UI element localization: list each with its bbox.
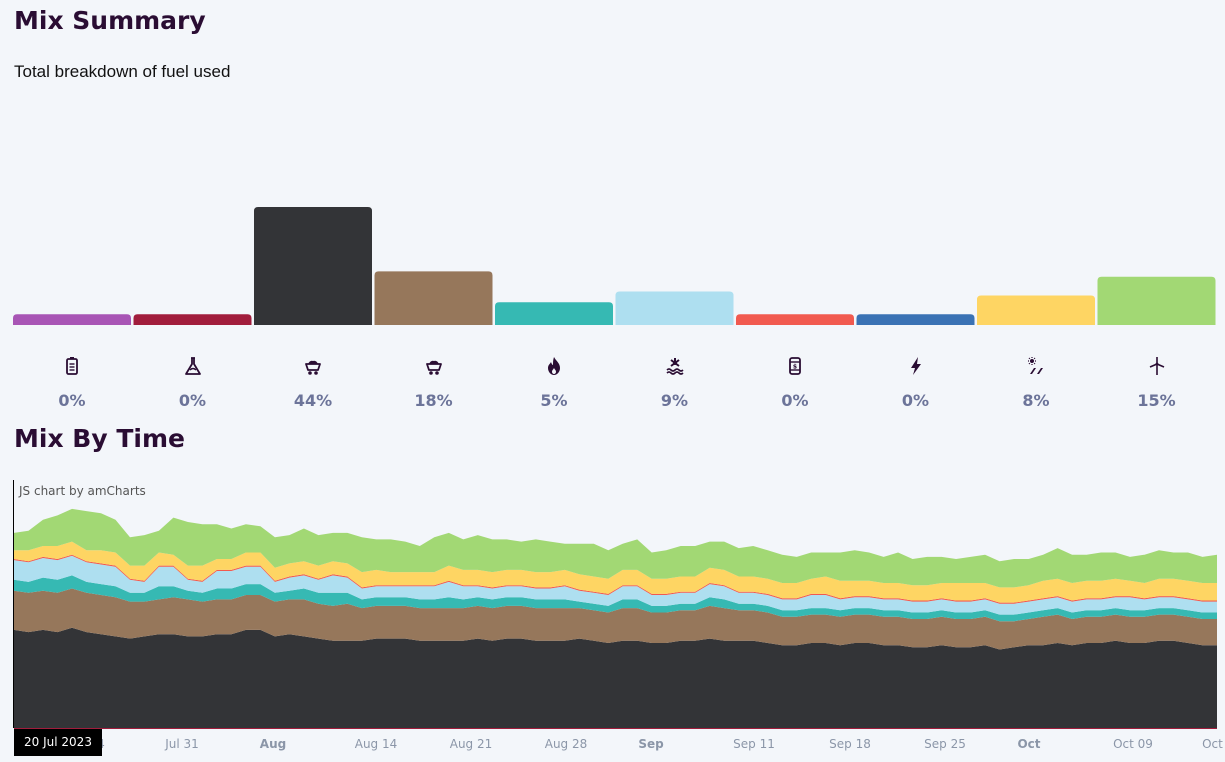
brown-coal-cart-icon xyxy=(425,360,442,375)
x-tick-label: Oct 16 xyxy=(1202,737,1225,751)
amcharts-credit[interactable]: JS chart by amCharts xyxy=(19,484,146,498)
flame-icon xyxy=(548,357,560,375)
bar-solar[interactable] xyxy=(977,295,1095,326)
mix-summary-subtitle: Total breakdown of fuel used xyxy=(14,62,231,81)
bar-coal[interactable] xyxy=(254,207,372,325)
area-series-brown-coal[interactable] xyxy=(14,588,1217,650)
fuel-percentage-distillate: 0% xyxy=(781,391,809,410)
bar-gas[interactable] xyxy=(495,302,613,325)
fuel-percentage-solar: 8% xyxy=(1022,391,1050,410)
fuel-percentage-gas: 5% xyxy=(540,391,568,410)
fuel-column-gas: 5% xyxy=(494,355,614,410)
bar-battery[interactable] xyxy=(13,314,131,325)
area-series-hydro[interactable] xyxy=(14,555,1217,615)
coal-cart-icon xyxy=(305,360,321,375)
fuel-percentage-brown-coal: 18% xyxy=(414,391,453,410)
fuel-column-brown-coal: 18% xyxy=(374,355,494,410)
x-tick-label: Jul 31 xyxy=(164,737,199,751)
area-series-solar[interactable] xyxy=(14,541,1217,603)
bar-hydro[interactable] xyxy=(615,291,734,325)
bar-brown-coal[interactable] xyxy=(374,271,493,325)
fuel-percentage-hydro: 9% xyxy=(660,391,689,410)
svg-text:$: $ xyxy=(793,364,797,371)
mix-summary-bar-chart xyxy=(13,207,1216,326)
flask-icon xyxy=(184,357,201,375)
bar-biomass[interactable] xyxy=(133,314,252,325)
area-series-coal[interactable] xyxy=(14,627,1217,728)
area-series-gas[interactable] xyxy=(14,575,1217,622)
x-tick-label: Oct 09 xyxy=(1113,737,1153,751)
area-series-wind[interactable] xyxy=(14,508,1217,588)
x-tick-label: Aug xyxy=(260,737,286,751)
x-tick-label: Sep 25 xyxy=(924,737,966,751)
battery-icon xyxy=(66,357,78,375)
x-tick-label: Sep 18 xyxy=(829,737,871,751)
fuel-percentage-battery: 0% xyxy=(58,391,86,410)
x-tick-label: Sep xyxy=(638,737,664,751)
fuel-column-solar: 8% xyxy=(976,355,1096,410)
area-series-distillate[interactable] xyxy=(14,554,1217,604)
solar-icon xyxy=(1028,357,1043,374)
bar-other[interactable] xyxy=(856,314,975,325)
mix-by-time-title: Mix By Time xyxy=(14,424,185,453)
fuel-column-biomass: 0% xyxy=(133,355,253,410)
x-tick-label: Aug 21 xyxy=(450,737,493,751)
fuel-column-distillate: $0% xyxy=(735,355,855,410)
fuel-percentage-wind: 15% xyxy=(1137,391,1176,410)
hydro-icon xyxy=(665,358,684,375)
date-tooltip: 20 Jul 2023 xyxy=(14,729,102,756)
lightning-icon xyxy=(910,357,921,375)
x-tick-label: Oct xyxy=(1017,737,1040,751)
fuel-percentage-other: 0% xyxy=(901,391,930,410)
fuel-column-hydro: 9% xyxy=(615,355,735,410)
fuel-column-coal: 44% xyxy=(253,355,373,410)
x-tick-label: Sep 11 xyxy=(733,737,775,751)
x-tick-label: Aug 28 xyxy=(545,737,588,751)
wind-turbine-icon xyxy=(1149,357,1164,375)
mix-summary-title: Mix Summary xyxy=(14,6,206,35)
bar-wind[interactable] xyxy=(1097,276,1216,325)
fuel-column-wind: 15% xyxy=(1097,355,1217,410)
fuel-column-other: 0% xyxy=(856,355,976,410)
distillate-barrel-icon: $ xyxy=(789,357,801,375)
fuel-percentage-biomass: 0% xyxy=(178,391,207,410)
x-tick-label: Aug 14 xyxy=(355,737,398,751)
fuel-percentage-coal: 44% xyxy=(293,391,333,410)
bar-distillate[interactable] xyxy=(736,314,854,325)
fuel-column-battery: 0% xyxy=(12,355,132,410)
